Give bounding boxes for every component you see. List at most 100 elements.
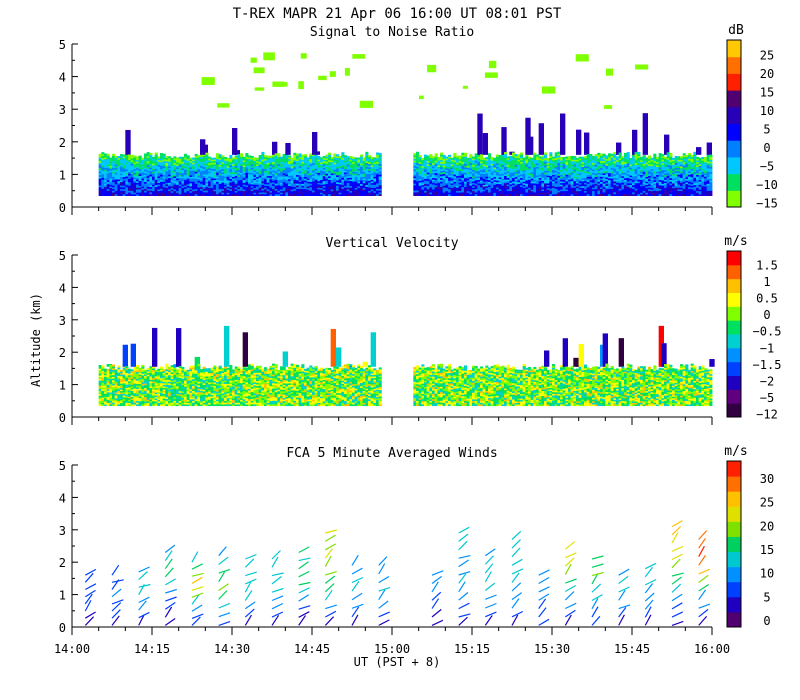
heatmap-cell [608, 160, 612, 163]
heatmap-cell [170, 194, 174, 196]
heatmap-cell [445, 179, 449, 182]
heatmap-cell [482, 190, 486, 193]
heatmap-cell [330, 177, 334, 180]
heatmap-cell [261, 171, 265, 175]
heatmap-cell [538, 189, 542, 192]
heatmap-cell [202, 173, 206, 177]
heatmap-cell [194, 193, 198, 196]
heatmap-cell [496, 176, 500, 179]
heatmap-cell [680, 175, 684, 178]
heatmap-cell [122, 190, 126, 193]
heatmap-cell [264, 183, 268, 186]
heatmap-cell [256, 194, 260, 196]
heatmap-cell [317, 169, 321, 172]
heatmap-cell [514, 193, 518, 196]
heatmap-cell [138, 188, 142, 191]
heatmap-cell [653, 162, 657, 165]
heatmap-cell [453, 186, 457, 189]
heatmap-cell [264, 161, 268, 164]
heatmap-cell [584, 179, 588, 182]
heatmap-cell [618, 188, 622, 191]
heatmap-cell [242, 172, 246, 175]
heatmap-cell [349, 184, 353, 187]
heatmap-cell [237, 161, 241, 164]
heatmap-cell [656, 161, 660, 164]
heatmap-cell [464, 177, 468, 180]
heatmap-cell [114, 190, 118, 193]
heatmap-cell [154, 175, 158, 179]
heatmap-cell [378, 190, 382, 193]
heatmap-cell [253, 173, 257, 176]
heatmap-cell [600, 176, 604, 179]
heatmap-cell [314, 159, 318, 162]
heatmap-cell [280, 164, 284, 167]
heatmap-cell [98, 185, 102, 188]
heatmap-cell [248, 170, 252, 173]
heatmap-cell [645, 187, 649, 190]
heatmap-cell [117, 157, 121, 160]
heatmap-cell [162, 179, 166, 183]
heatmap-cell [501, 156, 505, 159]
heatmap-cell [317, 180, 321, 183]
heatmap-cell [272, 154, 276, 157]
heatmap-cell [104, 172, 108, 175]
heatmap-cell [434, 179, 438, 182]
heatmap-cell [146, 157, 150, 160]
heatmap-cell [258, 156, 262, 159]
heatmap-cell [208, 185, 212, 188]
heatmap-cell [256, 175, 260, 178]
heatmap-cell [669, 172, 673, 175]
heatmap-cell [304, 173, 308, 176]
heatmap-cell [133, 158, 137, 161]
heatmap-cell [469, 178, 473, 181]
heatmap-cell [634, 162, 638, 166]
heatmap-cell [354, 173, 358, 176]
heatmap-cell [272, 175, 276, 178]
heatmap-cell [528, 166, 532, 169]
heatmap-cell [594, 178, 598, 181]
heatmap-cell [504, 190, 508, 193]
heatmap-cell [429, 171, 433, 174]
heatmap-cell [138, 165, 142, 168]
heatmap-cell [288, 157, 292, 160]
heatmap-cell [485, 184, 489, 187]
heatmap-cell [122, 175, 126, 178]
heatmap-cell [368, 160, 372, 163]
heatmap-cell [309, 160, 313, 163]
heatmap-cell [618, 190, 622, 193]
heatmap-cell [674, 192, 678, 195]
heatmap-cell [466, 165, 470, 168]
heatmap-cell [437, 187, 441, 190]
heatmap-cell [309, 157, 313, 160]
heatmap-cell [560, 156, 564, 159]
heatmap-cell [269, 160, 273, 163]
heatmap-cell [200, 160, 204, 163]
heatmap-cell [594, 186, 598, 190]
heatmap-cell [461, 183, 465, 186]
heatmap-cell [125, 165, 129, 168]
heatmap-cell [632, 186, 636, 189]
heatmap-cell [456, 190, 460, 193]
heatmap-cell [464, 172, 468, 175]
heatmap-cell [226, 187, 230, 190]
heatmap-cell [664, 156, 668, 159]
heatmap-cell [469, 183, 473, 186]
heatmap-cell [666, 190, 670, 193]
heatmap-cell [624, 170, 628, 173]
heatmap-cell [352, 174, 356, 177]
heatmap-cell [216, 177, 220, 181]
heatmap-cell [304, 169, 308, 172]
heatmap-cell [573, 172, 577, 175]
heatmap-cell [309, 183, 313, 186]
heatmap-cell [341, 181, 345, 184]
heatmap-cell [610, 178, 614, 181]
heatmap-cell [349, 155, 353, 158]
heatmap-cell [378, 176, 382, 179]
heatmap-cell [576, 161, 580, 163]
heatmap-cell [602, 164, 606, 167]
heatmap-cell [552, 161, 556, 164]
heatmap-cell [314, 162, 318, 166]
heatmap-cell [290, 176, 294, 179]
heatmap-cell [573, 185, 577, 188]
heatmap-cell [210, 186, 214, 189]
